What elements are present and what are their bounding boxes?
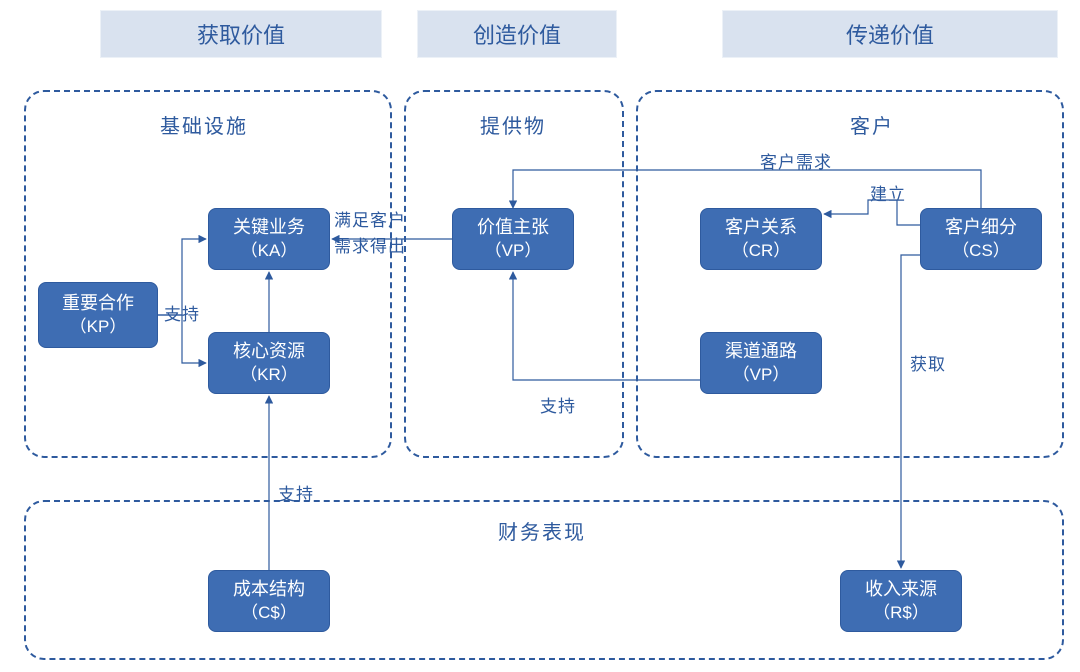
node-ch: 渠道通路 （VP） <box>700 332 822 394</box>
edge-label-vp-ka-1: 满足客户 <box>334 206 406 231</box>
group-customer <box>636 90 1064 458</box>
header-label: 创造价值 <box>473 18 561 50</box>
header-label: 传递价值 <box>846 18 934 50</box>
node-vp: 价值主张 （VP） <box>452 208 574 270</box>
node-sublabel: （KR） <box>240 364 298 387</box>
edge-label-vp-ka-2: 需求得出 <box>334 232 406 257</box>
header-create-value: 创造价值 <box>415 8 619 60</box>
edge-label-cs-rev: 获取 <box>910 350 946 375</box>
edge-label-cs-vp: 客户需求 <box>760 148 832 173</box>
node-cr: 客户关系 （CR） <box>700 208 822 270</box>
node-label: 收入来源 <box>865 577 937 601</box>
header-deliver-value: 传递价值 <box>720 8 1060 60</box>
edge-label-ch-vp: 支持 <box>540 392 576 417</box>
group-title-finance: 财务表现 <box>498 516 586 545</box>
edge-e-cs-rev <box>901 255 920 568</box>
node-label: 客户细分 <box>945 215 1017 239</box>
node-sublabel: （C$） <box>241 602 297 625</box>
diagram-canvas: 获取价值 创造价值 传递价值 基础设施 提供物 客户 财务表现 重要合作 （KP… <box>0 0 1080 672</box>
edge-e-ch-vp <box>513 272 700 380</box>
node-label: 渠道通路 <box>725 339 797 363</box>
node-ka: 关键业务 （KA） <box>208 208 330 270</box>
node-label: 重要合作 <box>62 291 134 315</box>
node-sublabel: （KA） <box>241 240 298 263</box>
node-sublabel: （CS） <box>952 240 1010 263</box>
node-rev: 收入来源 （R$） <box>840 570 962 632</box>
group-title-customer: 客户 <box>850 110 894 139</box>
node-label: 核心资源 <box>233 339 305 363</box>
group-title-offering: 提供物 <box>480 110 546 139</box>
node-label: 关键业务 <box>233 215 305 239</box>
node-label: 客户关系 <box>725 215 797 239</box>
node-kp: 重要合作 （KP） <box>38 282 158 348</box>
node-sublabel: （KP） <box>70 316 127 339</box>
edge-label-kp-support: 支持 <box>164 300 200 325</box>
node-cs: 客户细分 （CS） <box>920 208 1042 270</box>
group-offering <box>404 90 624 458</box>
header-label: 获取价值 <box>197 18 285 50</box>
node-sublabel: （CR） <box>732 240 791 263</box>
group-infrastructure <box>24 90 392 458</box>
edge-e-cs-vp <box>513 170 981 208</box>
node-sublabel: （R$） <box>873 602 929 625</box>
group-title-infrastructure: 基础设施 <box>160 110 248 139</box>
node-sublabel: （VP） <box>485 240 542 263</box>
header-acquire-value: 获取价值 <box>98 8 384 60</box>
edge-label-cost-kr: 支持 <box>278 480 314 505</box>
edge-label-cs-cr: 建立 <box>870 180 906 205</box>
node-label: 成本结构 <box>233 577 305 601</box>
node-label: 价值主张 <box>477 215 549 239</box>
node-cost: 成本结构 （C$） <box>208 570 330 632</box>
node-kr: 核心资源 （KR） <box>208 332 330 394</box>
node-sublabel: （VP） <box>733 364 790 387</box>
